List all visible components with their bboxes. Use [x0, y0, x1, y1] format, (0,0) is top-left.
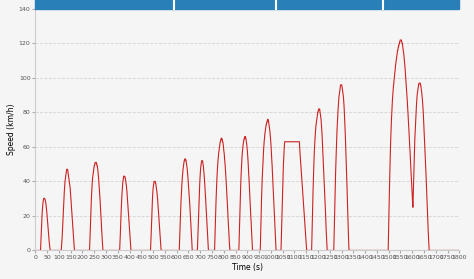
X-axis label: Time (s): Time (s) — [232, 263, 263, 272]
Y-axis label: Speed (km/h): Speed (km/h) — [7, 104, 16, 155]
